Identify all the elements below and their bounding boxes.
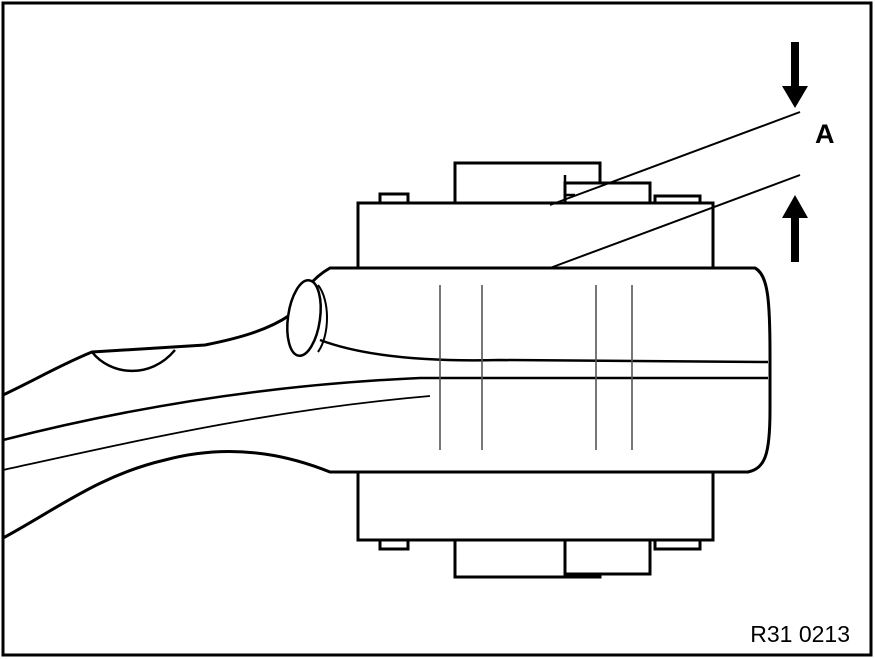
arrow-down-icon: [782, 42, 808, 108]
leader-line-upper: [549, 111, 801, 206]
arm-upper-rib-line: [319, 338, 769, 364]
lower-housing: [356, 468, 715, 542]
dimension-label-a: A: [815, 119, 835, 149]
arm-lower-rib-line: [2, 395, 431, 471]
dimension-a: [549, 42, 808, 269]
leader-line-lower: [549, 174, 801, 269]
arrow-up-icon: [782, 195, 808, 262]
arm-boss: [286, 279, 322, 357]
housing-notches: [563, 175, 575, 577]
arm-boss-rim: [317, 284, 328, 353]
control-arm: [1, 266, 772, 540]
upper-housing: [356, 201, 715, 275]
bushing-guide-lines: [439, 285, 633, 450]
arm-body: [1, 266, 772, 540]
arm-center-rib-line: [2, 376, 768, 442]
figure-reference-code: R31 0213: [750, 621, 850, 647]
arm-web-edge: [91, 349, 176, 373]
